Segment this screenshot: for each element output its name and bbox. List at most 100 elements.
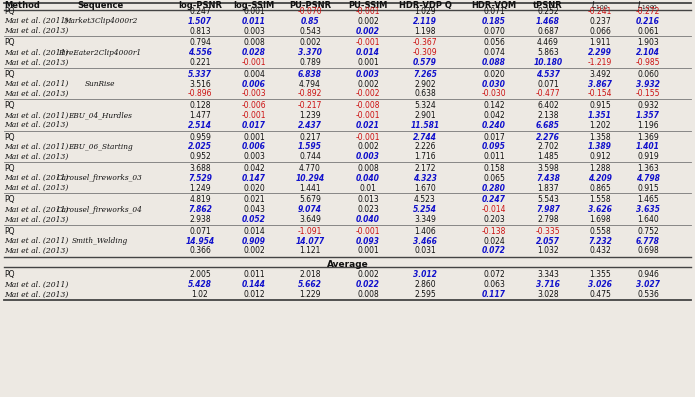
Text: 7.987: 7.987	[536, 205, 560, 214]
Text: PU-PSNR: PU-PSNR	[289, 1, 331, 10]
Text: 2.798: 2.798	[537, 215, 559, 224]
Text: 4.209: 4.209	[588, 174, 612, 183]
Text: PQ: PQ	[4, 133, 15, 142]
Text: 0.040: 0.040	[356, 215, 380, 224]
Text: 0.865: 0.865	[589, 183, 611, 193]
Text: 3.635: 3.635	[636, 205, 660, 214]
Text: EBU_04_Hurdles: EBU_04_Hurdles	[68, 112, 132, 119]
Text: PU-SSIM: PU-SSIM	[348, 1, 388, 10]
Text: 0.247: 0.247	[189, 7, 211, 16]
Text: 3.516: 3.516	[189, 80, 211, 89]
Text: -0.335: -0.335	[536, 227, 560, 236]
Text: Mai et al. (2011): Mai et al. (2011)	[4, 174, 68, 182]
Text: 2.276: 2.276	[536, 133, 560, 142]
Text: 0.020: 0.020	[483, 70, 505, 79]
Text: Mai et al. (2011): Mai et al. (2011)	[4, 206, 68, 214]
Text: 3.867: 3.867	[588, 80, 612, 89]
Text: 1.196: 1.196	[637, 121, 659, 130]
Text: 0.002: 0.002	[299, 39, 321, 47]
Text: 2.514: 2.514	[188, 121, 212, 130]
Text: 0.095: 0.095	[482, 143, 506, 151]
Text: -0.008: -0.008	[356, 101, 380, 110]
Text: 3.343: 3.343	[537, 270, 559, 279]
Text: 2.902: 2.902	[414, 80, 436, 89]
Text: 0.074: 0.074	[483, 48, 505, 57]
Text: 1.369: 1.369	[637, 133, 659, 142]
Text: 0.85: 0.85	[301, 17, 319, 26]
Text: 0.088: 0.088	[482, 58, 506, 67]
Text: 7.862: 7.862	[188, 205, 212, 214]
Text: 0.932: 0.932	[637, 101, 659, 110]
Text: 0.004: 0.004	[243, 70, 265, 79]
Text: 3.012: 3.012	[413, 270, 437, 279]
Text: Average: Average	[327, 260, 368, 269]
Text: 0.475: 0.475	[589, 290, 611, 299]
Text: 3.932: 3.932	[636, 80, 660, 89]
Text: log-PSNR: log-PSNR	[178, 1, 222, 10]
Text: 0.813: 0.813	[189, 27, 211, 36]
Text: 0.558: 0.558	[589, 227, 611, 236]
Text: 2.226: 2.226	[414, 143, 436, 151]
Text: 0.003: 0.003	[243, 27, 265, 36]
Text: 0.698: 0.698	[637, 247, 659, 255]
Text: 0.072: 0.072	[482, 247, 506, 255]
Text: 0.959: 0.959	[189, 133, 211, 142]
Text: 2.702: 2.702	[537, 143, 559, 151]
Text: 0.203: 0.203	[483, 215, 505, 224]
Text: 0.002: 0.002	[243, 247, 265, 255]
Text: 3.626: 3.626	[588, 205, 612, 214]
Text: 0.031: 0.031	[414, 247, 436, 255]
Text: 1.029: 1.029	[414, 7, 436, 16]
Text: 0.063: 0.063	[483, 280, 505, 289]
Text: 6.838: 6.838	[298, 70, 322, 79]
Text: 2.595: 2.595	[414, 290, 436, 299]
Text: 0.001: 0.001	[357, 58, 379, 67]
Text: -0.001: -0.001	[356, 133, 380, 142]
Text: 0.013: 0.013	[357, 195, 379, 204]
Text: 0.909: 0.909	[242, 237, 266, 246]
Text: 5.543: 5.543	[537, 195, 559, 204]
Text: 1.465: 1.465	[637, 195, 659, 204]
Text: 3.688: 3.688	[189, 164, 211, 173]
Text: 5.863: 5.863	[537, 48, 559, 57]
Text: 0.280: 0.280	[482, 183, 506, 193]
Text: 0.543: 0.543	[299, 27, 321, 36]
Text: 0.147: 0.147	[242, 174, 266, 183]
Text: 1.363: 1.363	[637, 164, 659, 173]
Text: 9.074: 9.074	[298, 205, 322, 214]
Text: 3.349: 3.349	[414, 215, 436, 224]
Text: -0.896: -0.896	[188, 89, 212, 98]
Text: 2.744: 2.744	[413, 133, 437, 142]
Text: 1.406: 1.406	[414, 227, 436, 236]
Text: 1.351: 1.351	[588, 111, 612, 120]
Text: Mai et al. (2013): Mai et al. (2013)	[4, 247, 68, 255]
Text: PQ: PQ	[4, 164, 15, 173]
Text: 1.441: 1.441	[299, 183, 321, 193]
Text: Mai et al. (2011): Mai et al. (2011)	[4, 17, 68, 25]
Text: -0.002: -0.002	[356, 89, 380, 98]
Text: -0.241: -0.241	[588, 7, 612, 16]
Text: 0.003: 0.003	[356, 70, 380, 79]
Text: 1.121: 1.121	[300, 247, 320, 255]
Text: 14.954: 14.954	[186, 237, 215, 246]
Text: 0.144: 0.144	[242, 280, 266, 289]
Text: 0.752: 0.752	[637, 227, 659, 236]
Text: 0.001: 0.001	[243, 7, 265, 16]
Text: -0.309: -0.309	[413, 48, 437, 57]
Text: -0.001: -0.001	[356, 7, 380, 16]
Text: PQ: PQ	[4, 270, 15, 279]
Text: -1.219: -1.219	[588, 58, 612, 67]
Text: 5.428: 5.428	[188, 280, 212, 289]
Text: 0.01: 0.01	[359, 183, 377, 193]
Text: 0.061: 0.061	[637, 27, 659, 36]
Text: 0.070: 0.070	[483, 27, 505, 36]
Text: 0.221: 0.221	[189, 58, 211, 67]
Text: -0.006: -0.006	[242, 101, 266, 110]
Text: 2.057: 2.057	[536, 237, 560, 246]
Text: 1.837: 1.837	[537, 183, 559, 193]
Text: Mai et al. (2013): Mai et al. (2013)	[4, 121, 68, 129]
Text: Smith_Welding: Smith_Welding	[72, 237, 128, 245]
Text: 7.529: 7.529	[188, 174, 212, 183]
Text: 4.469: 4.469	[537, 39, 559, 47]
Text: 0.017: 0.017	[483, 133, 505, 142]
